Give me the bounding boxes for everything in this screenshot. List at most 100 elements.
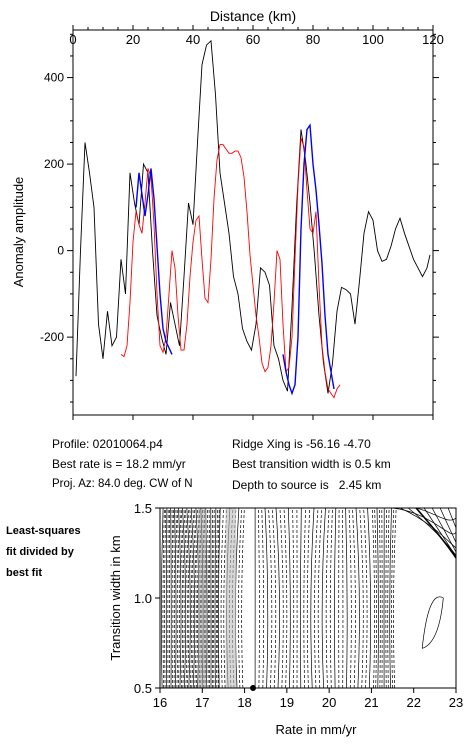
contour-line (214, 508, 217, 688)
contour-line (385, 508, 387, 688)
contour-line (348, 508, 352, 688)
contour-line-curved (399, 508, 456, 549)
contour-line (223, 508, 228, 688)
contour-line (379, 508, 381, 688)
contour-line (374, 508, 377, 688)
contour-line (264, 508, 269, 688)
profile-y-tick-label: 0 (57, 244, 64, 258)
contour-y-tick-label: 0.5 (134, 681, 152, 696)
contour-line (300, 508, 302, 688)
contour-line (355, 508, 360, 688)
contour-line (186, 508, 191, 688)
best-rate: Best rate is = 18.2 mm/yr (52, 457, 186, 471)
contour-line (359, 508, 364, 688)
contour-shaded-band (198, 508, 207, 688)
contour-line (257, 508, 260, 688)
contour-line (310, 508, 315, 688)
contour-y-tick-label: 1.0 (134, 591, 152, 606)
side-label-line-3: best fit (6, 567, 43, 579)
contour-line-curved (455, 508, 456, 645)
best-transition-width: Best transition width is 0.5 km (232, 457, 391, 471)
contour-line (334, 508, 337, 688)
contour-line-curved (455, 672, 456, 673)
contour-line (393, 508, 397, 688)
contour-line-curved (415, 508, 456, 575)
profile-y-tick-label: 200 (44, 157, 64, 171)
side-label-line-2: fit divided by (6, 546, 74, 558)
contour-line (314, 508, 319, 688)
profile-x-tick-label: 0 (69, 32, 76, 47)
contour-line (389, 508, 392, 688)
contour-x-axis-label: Rate in mm/yr (276, 722, 358, 737)
profile-x-tick-label: 100 (362, 32, 384, 47)
contour-line-curved (431, 508, 456, 603)
contour-line (193, 508, 198, 688)
contour-x-tick-label: 21 (364, 695, 378, 710)
contour-line (171, 508, 174, 688)
contour-line (321, 508, 326, 688)
contour-line (371, 508, 375, 688)
profile-y-axis-label: Anomaly amplitude (11, 177, 26, 288)
contour-line-curved (439, 508, 456, 617)
contour-line (217, 508, 220, 688)
projection-azimuth: Proj. Az: 84.0 deg. CW of N (52, 478, 193, 490)
contour-line (207, 508, 209, 688)
profile-x-tick-label: 40 (186, 32, 200, 47)
contour-line (241, 508, 245, 688)
contour-line (215, 508, 218, 688)
contour-x-ticks: 16 17 18 19 20 21 22 23 (153, 688, 463, 710)
profile-x-tick-label: 120 (422, 32, 444, 47)
profile-series-red (120, 137, 341, 399)
profile-x-tick-label: 60 (246, 32, 260, 47)
contour-line-curved (447, 508, 456, 631)
profile-y-tick-label: 400 (44, 71, 64, 85)
side-label-line-1: Least-squares (6, 525, 81, 537)
contour-line (175, 508, 179, 688)
profile-name: Profile: 02010064.p4 (52, 437, 163, 451)
contour-line (352, 508, 356, 688)
contour-line (170, 508, 172, 688)
contour-line (329, 508, 333, 688)
contour-line (174, 508, 177, 688)
contour-line-curved (423, 508, 456, 589)
contour-line (192, 508, 197, 688)
contour-y-axis-label: Transition width in km (108, 535, 123, 660)
contour-line (367, 508, 372, 688)
contour-line (376, 508, 379, 688)
ridge-crossing: Ridge Xing is -56.16 -4.70 (232, 437, 371, 451)
contour-line-loop (421, 596, 444, 649)
contour-line (317, 508, 323, 688)
contour-line (164, 508, 167, 688)
contour-line (190, 508, 196, 688)
contour-line (271, 508, 277, 688)
profile-x-ticks: 0 20 40 60 80 100 120 (69, 25, 444, 420)
contour-x-tick-label: 16 (153, 695, 167, 710)
contour-line (218, 508, 221, 688)
contour-x-tick-label: 20 (322, 695, 336, 710)
best-fit-point (250, 685, 257, 691)
contour-line (183, 508, 188, 688)
contour-line (213, 508, 215, 688)
contour-line (387, 508, 390, 688)
contour-line (172, 508, 175, 688)
profile-series (75, 39, 431, 399)
contour-x-tick-label: 22 (406, 695, 420, 710)
profile-chart-frame (72, 29, 434, 416)
contour-line (279, 508, 284, 688)
contour-line-curved (384, 508, 456, 521)
contour-x-tick-label: 18 (237, 695, 251, 710)
profile-x-tick-label: 80 (306, 32, 320, 47)
contour-line (184, 508, 190, 688)
contour-line (306, 508, 311, 688)
contour-shaded-band (225, 508, 237, 688)
profile-x-tick-label: 20 (126, 32, 140, 47)
contour-x-tick-label: 19 (280, 695, 294, 710)
profile-chart: 0 20 40 60 80 100 120 -200 0 200 400 Distance (km… (11, 8, 444, 420)
contour-line (208, 508, 211, 688)
contour-line (342, 508, 344, 688)
contour-line (325, 508, 330, 688)
contour-line (345, 508, 348, 688)
contour-line (268, 508, 273, 688)
contour-line (182, 508, 187, 688)
contour-lines (161, 508, 456, 688)
